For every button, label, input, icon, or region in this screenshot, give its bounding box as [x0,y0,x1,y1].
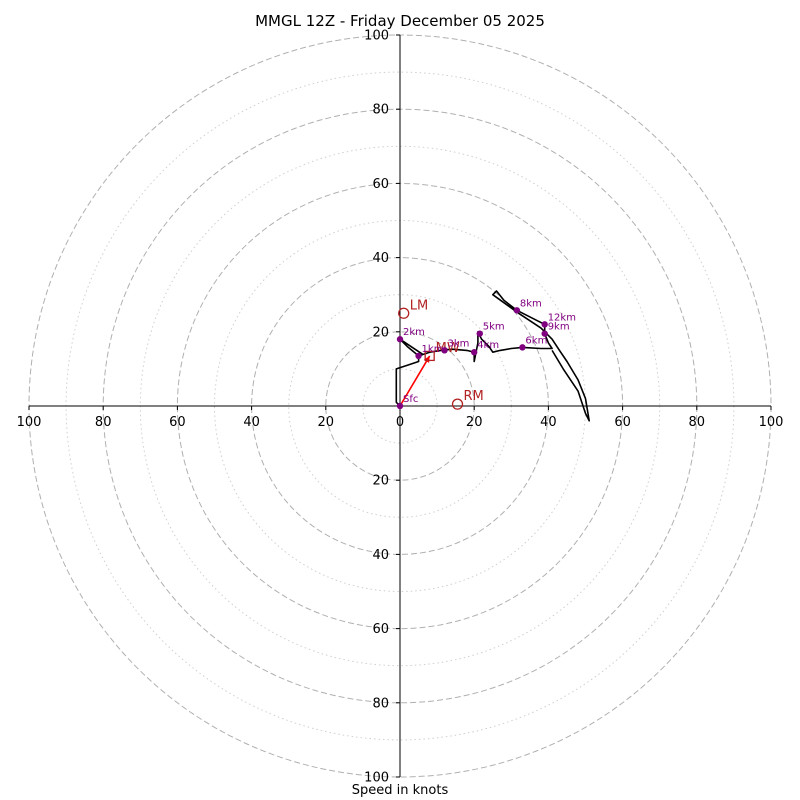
shear-arrow-group [399,355,431,407]
height-9km-label: 9km [548,322,570,333]
mw-marker [424,350,435,362]
height-1km-marker [415,352,422,360]
height-8km-label: 8km [520,298,542,309]
height-4km-label: 4km [477,340,499,351]
x-tick-label: 40 [243,415,260,430]
height-5km-label: 5km [483,322,505,333]
height-6km-marker [519,344,526,351]
height-5km-marker [476,330,483,337]
y-tick-label: 60 [372,622,389,637]
x-tick-label: 80 [95,415,112,430]
lm-label: LM [410,298,428,313]
x-tick-label: 80 [689,415,706,430]
y-tick-label: 100 [364,29,389,44]
hodograph-trace [395,290,591,422]
mw-label: MW [436,341,460,356]
height-9km-marker [541,330,548,337]
height-1km-label: 1km [422,344,444,355]
x-tick-label: 20 [466,415,483,430]
height-sfc-marker [396,402,404,410]
y-tick-label: 80 [372,103,389,118]
height-2km-label: 2km [403,327,425,338]
x-axis-label: Speed in knots [351,783,449,798]
y-tick-label: 100 [364,771,389,786]
tick-labels: 100 80 60 40 20 0 20 40 60 80 100 100 80 60 40 20 20 40 60… [17,29,784,786]
height-2km-marker [396,336,404,343]
x-tick-label: 100 [17,415,42,430]
rm-label: RM [464,389,484,404]
y-tick-label: 40 [372,251,389,266]
y-tick-label: 60 [372,177,389,192]
height-4km-marker [471,349,478,356]
rm-marker [451,398,464,410]
hodograph-line [395,290,591,422]
storm-motion-markers: LM RM MW [398,298,484,410]
x-tick-label: 60 [614,415,631,430]
chart-title: MMGL 12Z - Friday December 05 2025 [255,12,545,30]
x-tick-label: 40 [540,415,557,430]
shear-arrow-head [423,355,430,363]
height-8km-marker [513,307,521,314]
lm-marker [398,307,410,319]
height-3km-marker [441,347,448,354]
height-6km-label: 6km [525,335,547,346]
x-tick-label: 100 [759,415,784,430]
x-tick-label: 0 [396,415,404,430]
height-3km-label: 3km [448,338,470,349]
y-tick-label: 40 [372,548,389,563]
shear-arrow [399,355,431,407]
y-tick-label: 20 [372,474,389,489]
height-12km-marker [541,321,548,328]
y-tick-label: 80 [372,696,389,711]
height-12km-label: 12km [548,312,576,323]
y-tick-label: 20 [372,325,389,340]
height-sfc-label: Sfc [403,394,418,405]
x-tick-label: 60 [169,415,186,430]
x-tick-label: 20 [318,415,335,430]
